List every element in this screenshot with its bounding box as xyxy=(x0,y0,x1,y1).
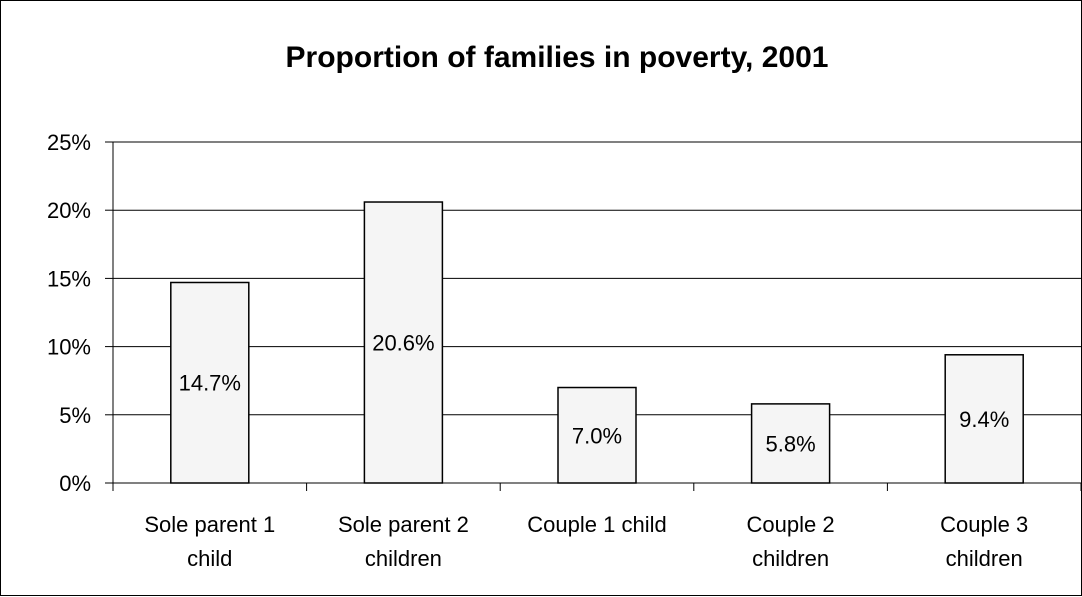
bar xyxy=(750,403,831,484)
x-tick-label: Couple 2 xyxy=(747,512,835,537)
data-label: 9.4% xyxy=(959,407,1009,432)
x-tick-label: children xyxy=(752,546,829,571)
bar xyxy=(557,386,637,484)
y-tick-label: 20% xyxy=(47,198,91,223)
x-tick-label: child xyxy=(187,546,232,571)
y-tick-label: 10% xyxy=(47,335,91,360)
data-labels: 14.7% 20.6% 7.0% 5.8% 9.4% xyxy=(179,331,1010,457)
gridlines xyxy=(113,141,1081,416)
x-tick-label: children xyxy=(365,546,442,571)
axes xyxy=(105,141,1082,491)
data-label: 20.6% xyxy=(372,331,434,356)
x-axis-labels: Sole parent 1 child Sole parent 2 children C… xyxy=(144,512,1028,571)
data-label: 5.8% xyxy=(766,431,816,456)
x-tick-label: children xyxy=(946,546,1023,571)
data-label: 14.7% xyxy=(179,371,241,396)
x-tick-label: Sole parent 2 xyxy=(338,512,469,537)
x-tick-label: Couple 3 xyxy=(940,512,1028,537)
x-tick-label: Couple 1 child xyxy=(527,512,666,537)
chart-title: Proportion of families in poverty, 2001 xyxy=(286,41,829,74)
y-tick-label: 15% xyxy=(47,266,91,291)
bar xyxy=(170,281,250,484)
data-label: 7.0% xyxy=(572,423,622,448)
y-axis-ticks: 0% 5% 10% 15% 20% 25% xyxy=(47,130,91,496)
bar xyxy=(944,354,1024,484)
bars xyxy=(170,201,1024,484)
y-tick-label: 5% xyxy=(59,403,91,428)
y-tick-label: 0% xyxy=(59,471,91,496)
y-tick-label: 25% xyxy=(47,130,91,155)
x-tick-label: Sole parent 1 xyxy=(144,512,275,537)
